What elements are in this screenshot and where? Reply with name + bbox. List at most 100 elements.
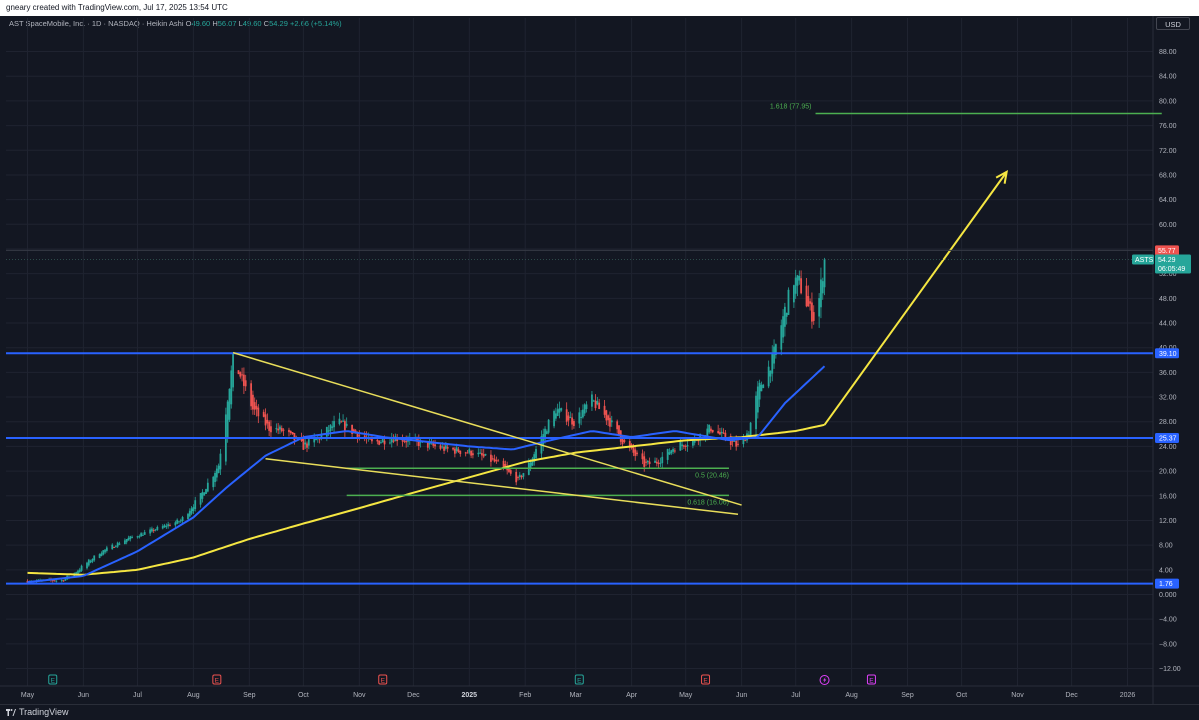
candle-body — [270, 426, 272, 433]
candle-body — [434, 444, 436, 447]
candle-body — [389, 442, 391, 444]
candle-body — [403, 440, 406, 442]
candle-body — [201, 492, 204, 499]
symbol-name[interactable]: AST SpaceMobile, Inc. · 1D · NASDAQ · He… — [9, 19, 184, 28]
earnings-marker-bg — [48, 674, 58, 685]
candle-body — [623, 440, 626, 442]
last-tag-price: 54.29 — [1158, 257, 1176, 264]
symbol-tag-bg — [1132, 254, 1154, 265]
candle-body — [533, 454, 536, 463]
trend-line — [232, 351, 742, 506]
candle-body — [509, 470, 512, 474]
x-tick-label: Aug — [845, 692, 858, 699]
symbol-legend: AST SpaceMobile, Inc. · 1D · NASDAQ · He… — [9, 19, 342, 28]
high-value: 56.07 — [217, 19, 237, 28]
candle-body — [239, 372, 242, 377]
candle-body — [645, 461, 647, 463]
y-tick-label: 76.00 — [1159, 123, 1177, 130]
candle-body — [215, 468, 218, 478]
earnings-marker-letter: E — [703, 677, 708, 684]
candle-body — [648, 461, 651, 465]
candle-body — [811, 302, 813, 322]
candle-body — [657, 462, 660, 465]
candle-body — [371, 438, 373, 442]
earnings-marker-letter: E — [51, 677, 56, 684]
open-label: O — [185, 19, 192, 28]
candle-body — [131, 536, 133, 538]
earnings-marker[interactable]: E — [378, 674, 388, 685]
earnings-marker-letter: E — [577, 677, 582, 684]
x-tick-label: 2025 — [462, 692, 478, 699]
candle-body — [113, 546, 115, 548]
candle-body — [416, 438, 418, 441]
candle-body — [733, 440, 736, 442]
x-tick-label: Feb — [519, 692, 531, 699]
level-tag-text: 1.76 — [1159, 581, 1173, 588]
candle-body — [720, 431, 723, 434]
candle-body — [214, 473, 216, 482]
earnings-marker[interactable]: E — [212, 674, 222, 685]
earnings-marker[interactable]: E — [866, 674, 876, 685]
candle-body — [351, 424, 353, 434]
candle-body — [719, 432, 721, 435]
candle-body — [762, 384, 765, 388]
candle-body — [192, 507, 195, 511]
attribution-text: gneary created with TradingView.com, Jul… — [6, 3, 228, 12]
x-tick-label: Oct — [956, 692, 967, 699]
y-tick-label: 52.00 — [1159, 271, 1177, 278]
candle-body — [64, 578, 67, 581]
lightning-icon[interactable] — [819, 675, 830, 685]
candle-body — [805, 285, 808, 307]
candle-body — [792, 285, 795, 303]
price-chart[interactable]: −12.00 −8.00 −4.00 0.000 4.00 8.00 12.00 16.00 2… — [0, 0, 1199, 704]
candle-body — [190, 508, 193, 514]
candle-body — [735, 441, 738, 447]
candle-body — [104, 549, 106, 553]
earnings-marker-bg — [574, 674, 584, 685]
candle-body — [558, 408, 561, 413]
candle-body — [174, 522, 177, 526]
candle-body — [531, 458, 534, 466]
candle-body — [125, 539, 128, 543]
candle-body — [156, 526, 159, 530]
candle-body — [780, 325, 783, 350]
level-tag-bg — [1155, 578, 1179, 589]
candle-body — [686, 444, 689, 447]
candle-body — [118, 543, 121, 545]
earnings-marker[interactable]: E — [574, 674, 584, 685]
candle-body — [547, 419, 550, 433]
candle-body — [268, 421, 271, 431]
symbol-tag-text: ASTS — [1135, 257, 1154, 264]
candle-body — [277, 428, 280, 431]
x-tick-label: Jun — [78, 692, 89, 699]
candle-body — [744, 440, 747, 442]
earnings-marker[interactable]: E — [48, 674, 58, 685]
x-tick-label: Nov — [353, 692, 366, 699]
earnings-marker[interactable]: E — [701, 674, 711, 685]
y-tick-label: 12.00 — [1159, 518, 1177, 525]
currency-button[interactable]: USD — [1156, 17, 1190, 30]
candle-body — [327, 430, 330, 432]
x-tick-label: Nov — [1011, 692, 1024, 699]
candle-body — [91, 558, 94, 562]
candle-body — [607, 415, 610, 421]
candle-body — [491, 458, 494, 460]
y-tick-label: −8.00 — [1159, 641, 1177, 648]
candle-body — [782, 316, 784, 338]
candle-body — [62, 580, 65, 582]
close-label: C — [263, 19, 270, 28]
earnings-marker-bg — [701, 674, 711, 685]
candle-body — [60, 580, 63, 582]
candles — [26, 257, 826, 584]
candle-body — [773, 346, 775, 364]
candle-body — [508, 468, 510, 472]
candle-body — [242, 374, 245, 386]
candle-body — [237, 370, 240, 375]
high-tag-bg — [1155, 245, 1179, 256]
tradingview-logo-icon — [6, 709, 16, 716]
candle-body — [659, 462, 662, 464]
candle-body — [578, 412, 581, 424]
candle-body — [495, 460, 498, 462]
candle-body — [255, 405, 258, 410]
candle-body — [731, 440, 734, 442]
